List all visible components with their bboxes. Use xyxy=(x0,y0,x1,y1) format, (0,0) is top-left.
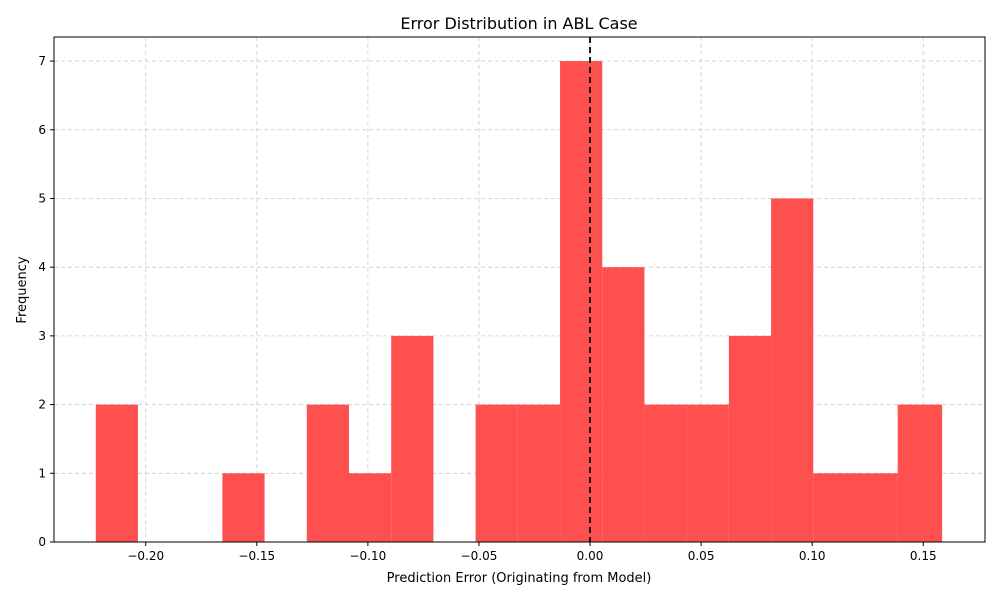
histogram-bar xyxy=(602,267,645,542)
y-tick-label: 6 xyxy=(38,123,46,137)
histogram-bar xyxy=(855,473,898,542)
x-axis-label: Prediction Error (Originating from Model… xyxy=(387,571,652,586)
y-tick-label: 0 xyxy=(38,535,46,549)
y-axis-label: Frequency xyxy=(15,256,30,323)
x-tick-label: 0.15 xyxy=(910,549,937,563)
y-tick-label: 1 xyxy=(38,466,46,480)
x-tick-label: −0.15 xyxy=(238,549,275,563)
histogram-bar xyxy=(728,335,772,542)
chart-title: Error Distribution in ABL Case xyxy=(400,14,637,33)
x-tick-label: −0.20 xyxy=(127,549,164,563)
y-tick-label: 5 xyxy=(38,191,46,205)
x-tick-label: 0.00 xyxy=(577,549,604,563)
histogram-bar xyxy=(644,404,687,542)
histogram-bar xyxy=(813,473,856,542)
histogram-bar xyxy=(306,404,350,542)
y-tick-label: 7 xyxy=(38,54,46,68)
y-tick-label: 4 xyxy=(38,260,46,274)
y-axis-ticks: 0 1 2 3 4 5 6 7 xyxy=(38,54,54,549)
x-tick-label: 0.05 xyxy=(688,549,715,563)
histogram-bar xyxy=(391,335,434,542)
histogram-bar xyxy=(475,404,518,542)
histogram-bar xyxy=(771,198,814,542)
histogram-bar xyxy=(222,473,265,542)
x-tick-label: −0.05 xyxy=(461,549,498,563)
plot-frame xyxy=(53,36,986,543)
histogram-bar xyxy=(95,404,138,542)
histogram-bar xyxy=(897,404,943,542)
y-tick-label: 3 xyxy=(38,329,46,343)
x-tick-label: −0.10 xyxy=(349,549,386,563)
bar-layer xyxy=(95,61,943,543)
y-tick-label: 2 xyxy=(38,398,46,412)
histogram-bar xyxy=(560,61,603,543)
x-axis-ticks: −0.20 −0.15 −0.10 −0.05 0.00 0.05 0.10 0.15 xyxy=(127,542,937,563)
x-tick-label: 0.10 xyxy=(799,549,826,563)
histogram-bar xyxy=(686,404,729,542)
histogram-bar xyxy=(349,473,392,542)
histogram-bar xyxy=(517,404,561,542)
